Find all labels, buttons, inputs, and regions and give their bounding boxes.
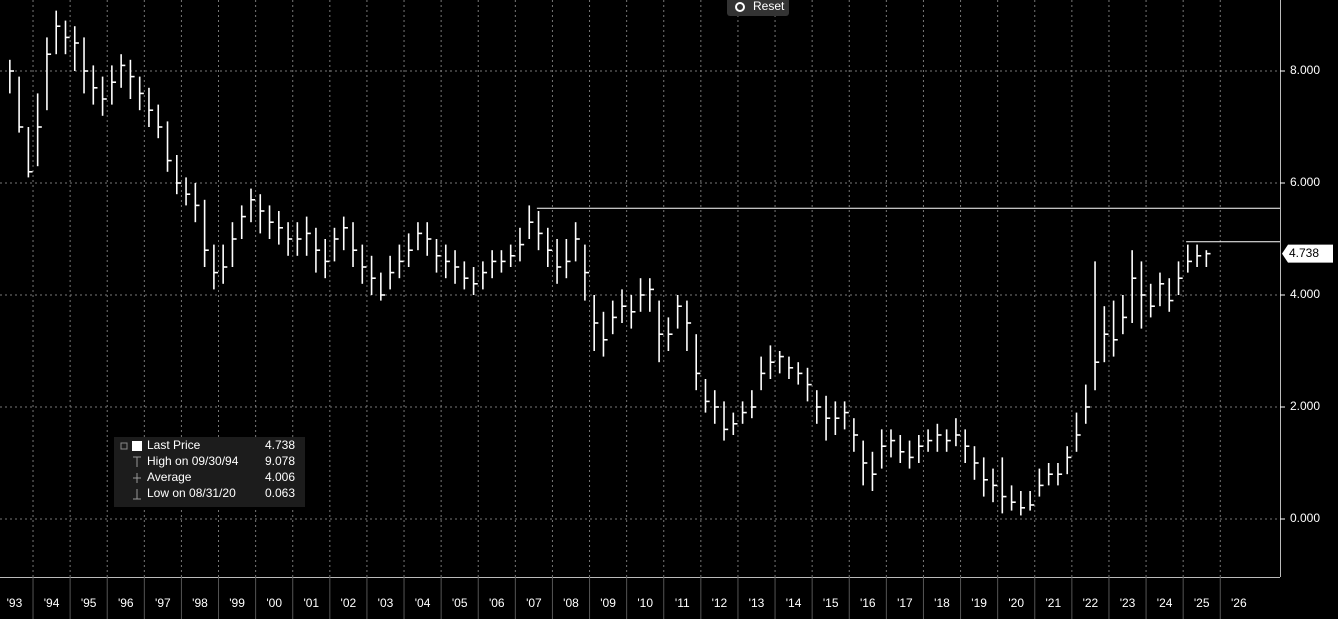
x-tick-label: '23 — [1120, 596, 1136, 610]
price-bars — [9, 10, 1211, 516]
reset-label[interactable]: Reset — [753, 0, 785, 13]
y-tick-label: 6.000 — [1290, 175, 1320, 189]
last-price-tag — [1282, 244, 1333, 263]
x-tick-label: '08 — [563, 596, 579, 610]
reset-button[interactable]: Reset — [727, 0, 789, 16]
x-tick-label: '04 — [415, 596, 431, 610]
x-tick-label: '10 — [637, 596, 653, 610]
x-tick-label: '93 — [7, 596, 23, 610]
legend-bg — [114, 437, 305, 507]
legend-label: High on 09/30/94 — [147, 454, 239, 468]
x-tick-label: '03 — [378, 596, 394, 610]
x-tick-label: '94 — [44, 596, 60, 610]
x-tick-label: '01 — [303, 596, 319, 610]
x-tick-label: '24 — [1157, 596, 1173, 610]
legend-label: Low on 08/31/20 — [147, 486, 236, 500]
x-tick-label: '26 — [1231, 596, 1247, 610]
x-tick-label: '12 — [712, 596, 728, 610]
x-tick-label: '07 — [526, 596, 542, 610]
legend-label: Average — [147, 470, 192, 484]
x-tick-label: '11 — [675, 596, 690, 610]
x-tick-label: '00 — [266, 596, 282, 610]
x-tick-label: '98 — [192, 596, 208, 610]
y-tick-label: 2.000 — [1290, 399, 1320, 413]
x-tick-label: '09 — [600, 596, 616, 610]
legend-icon — [132, 441, 142, 451]
legend-value: 4.006 — [265, 470, 295, 484]
x-tick-label: '96 — [118, 596, 134, 610]
x-tick-label: '21 — [1045, 596, 1061, 610]
x-tick-label: '97 — [155, 596, 171, 610]
x-tick-label: '16 — [860, 596, 876, 610]
x-tick-label: '19 — [971, 596, 987, 610]
x-tick-label: '22 — [1083, 596, 1099, 610]
legend-value: 4.738 — [265, 438, 295, 452]
last-price-label: 4.738 — [1289, 246, 1319, 260]
x-tick-label: '17 — [897, 596, 913, 610]
x-tick-label: '14 — [786, 596, 802, 610]
y-tick-label: 8.000 — [1290, 63, 1320, 77]
y-tick-label: 0.000 — [1290, 511, 1320, 525]
x-tick-label: '95 — [81, 596, 97, 610]
x-tick-label: '99 — [229, 596, 245, 610]
x-tick-label: '05 — [452, 596, 468, 610]
legend-value: 9.078 — [265, 454, 295, 468]
reset-icon[interactable] — [735, 2, 745, 12]
legend: Last Price 4.738 High on 09/30/94 9.078 Aver… — [114, 437, 305, 507]
y-tick-label: 4.000 — [1290, 287, 1320, 301]
x-tick-label: '02 — [341, 596, 357, 610]
x-tick-label: '18 — [934, 596, 950, 610]
legend-collapse — [120, 442, 128, 450]
x-tick-label: '06 — [489, 596, 505, 610]
x-tick-label: '15 — [823, 596, 839, 610]
x-tick-label: '13 — [749, 596, 765, 610]
legend-value: 0.063 — [265, 486, 295, 500]
x-tick-label: '25 — [1194, 596, 1210, 610]
legend-label: Last Price — [147, 438, 201, 452]
x-tick-label: '20 — [1008, 596, 1024, 610]
